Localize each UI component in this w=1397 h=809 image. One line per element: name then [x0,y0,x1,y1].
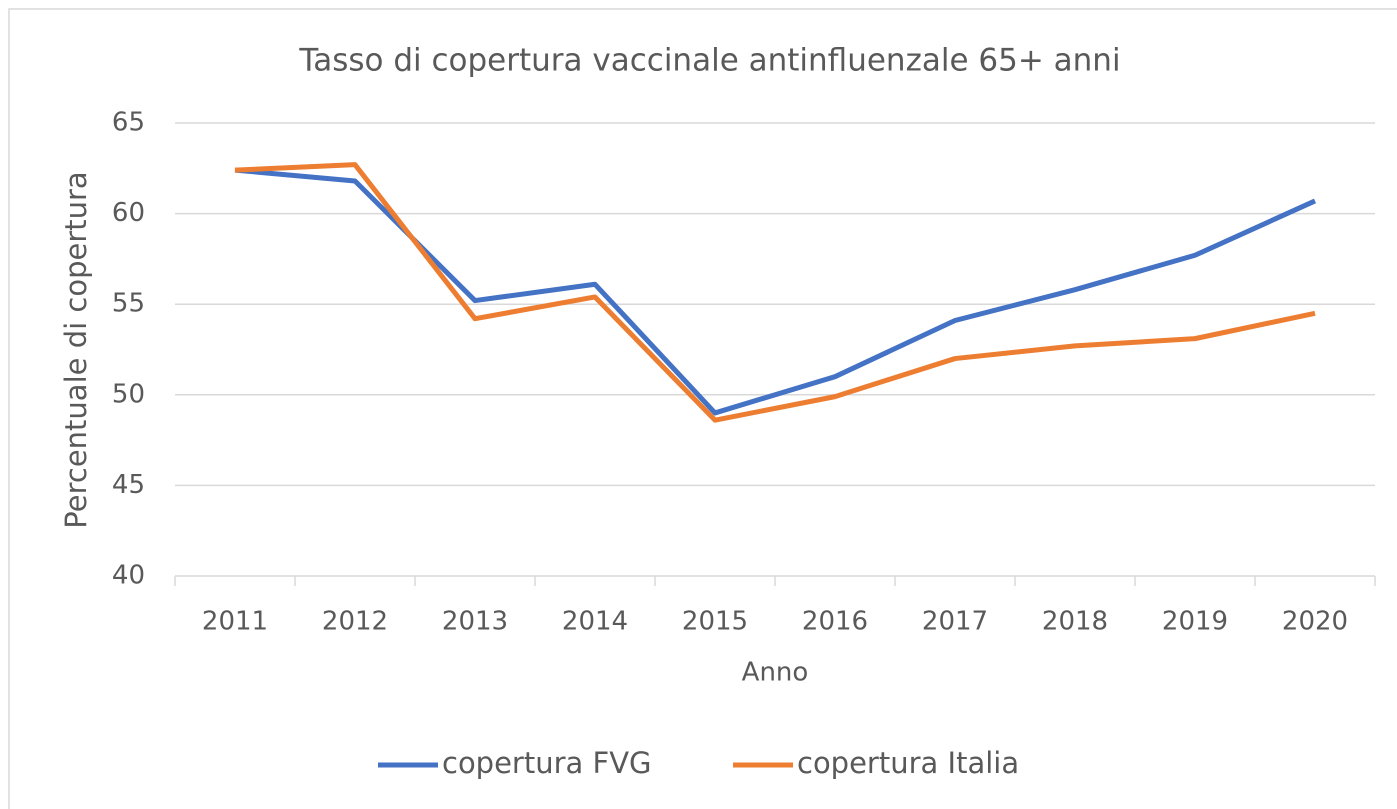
x-axis-label: Anno [742,658,809,688]
y-tick-label: 55 [112,289,145,319]
x-tick-label: 2013 [442,607,508,637]
x-tick-label: 2020 [1282,607,1348,637]
x-tick-label: 2017 [922,607,988,637]
x-tick-label: 2012 [322,607,388,637]
chart-title: Tasso di copertura vaccinale antinfluenz… [298,43,1120,79]
legend-label: copertura Italia [797,746,1019,780]
y-tick-label: 40 [112,561,145,591]
y-tick-label: 65 [112,108,145,138]
x-tick-label: 2014 [562,607,628,637]
x-tick-label: 2011 [202,607,268,637]
x-tick-label: 2016 [802,607,868,637]
x-tick-label: 2015 [682,607,748,637]
legend-label: copertura FVG [442,746,652,780]
y-tick-label: 45 [112,470,145,500]
y-tick-label: 60 [112,198,145,228]
line [234,162,1316,423]
y-tick-label: 50 [112,379,145,409]
y-axis-label: Percentuale di copertura [59,171,93,528]
x-tick-label: 2019 [1162,607,1228,637]
x-tick-label: 2018 [1042,607,1108,637]
